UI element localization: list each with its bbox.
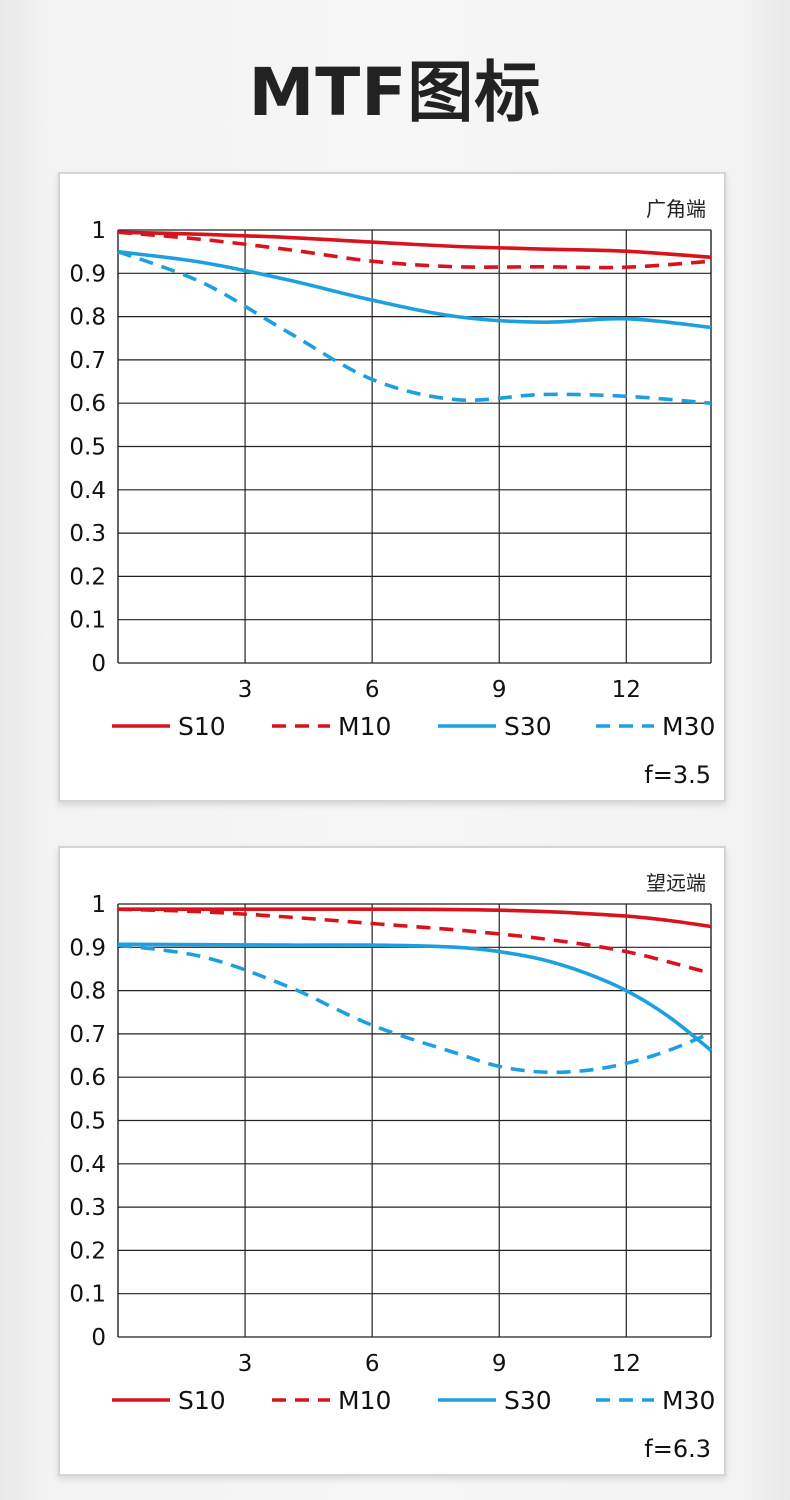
legend-label: M10: [338, 1386, 391, 1415]
y-tick-label: 0.6: [69, 1065, 106, 1091]
y-tick-label: 0.5: [69, 1109, 106, 1135]
y-tick-label: 0.9: [69, 261, 106, 287]
x-tick-label: 9: [492, 677, 507, 703]
x-tick-label: 3: [238, 1351, 253, 1377]
series-line-s10: [118, 907, 712, 929]
mtf-chart-card-tele: 望远端 0 0.1 0.2 0.3 0.4 0.5 0.6 0.7 0.8 0.9 1 3 6 9 12 S10…: [58, 846, 726, 1476]
y-tick-label: 0.2: [69, 564, 106, 590]
x-tick-label: 12: [612, 1351, 641, 1377]
y-tick-label: 0.1: [69, 608, 106, 634]
y-tick-label: 1: [91, 218, 106, 244]
legend-label: M10: [338, 712, 391, 741]
y-tick-label: 0.8: [69, 979, 106, 1005]
corner-label: 望远端: [646, 871, 706, 895]
y-tick-label: 0.3: [69, 521, 106, 547]
legend-label: S10: [178, 712, 226, 741]
y-tick-label: 0: [91, 651, 106, 677]
series-line-s30: [117, 249, 712, 330]
x-tick-label: 9: [492, 1351, 507, 1377]
legend-label: S30: [504, 1386, 552, 1415]
y-tick-label: 0.7: [69, 1022, 106, 1048]
legend-label: S10: [178, 1386, 226, 1415]
y-tick-label: 0.4: [69, 1152, 106, 1178]
y-tick-label: 0.5: [69, 435, 106, 461]
series-line-m10: [117, 907, 712, 976]
x-tick-label: 6: [365, 1351, 380, 1377]
x-tick-label: 12: [612, 677, 641, 703]
series-line-m30: [117, 250, 712, 405]
aperture-label: f=6.3: [644, 1435, 711, 1463]
y-tick-label: 0.8: [69, 305, 106, 331]
y-tick-label: 0.6: [69, 391, 106, 417]
series-line-s10: [117, 230, 712, 260]
y-tick-label: 1: [91, 892, 106, 918]
y-tick-label: 0.7: [69, 348, 106, 374]
y-tick-label: 0: [91, 1325, 106, 1351]
page-title: MTF图标: [248, 54, 542, 131]
series-line-m30: [117, 943, 712, 1075]
y-tick-label: 0.3: [69, 1195, 106, 1221]
x-tick-label: 3: [238, 677, 253, 703]
y-tick-label: 0.1: [69, 1282, 106, 1308]
aperture-label: f=3.5: [644, 761, 711, 789]
mtf-chart-wide: 广角端 0 0.1 0.2 0.3 0.4 0.5 0.6 0.7 0.8 0.9 1 3 6 9 12 S10…: [69, 197, 715, 789]
series-line-s30: [117, 942, 713, 1052]
corner-label: 广角端: [646, 197, 706, 221]
mtf-chart-tele: 望远端 0 0.1 0.2 0.3 0.4 0.5 0.6 0.7 0.8 0.9 1 3 6 9 12 S10…: [69, 871, 715, 1463]
y-tick-label: 0.4: [69, 478, 106, 504]
legend-label: S30: [504, 712, 552, 741]
x-tick-label: 6: [365, 677, 380, 703]
y-tick-label: 0.9: [69, 935, 106, 961]
y-tick-label: 0.2: [69, 1238, 106, 1264]
series-line-m10: [117, 230, 712, 270]
legend-label: M30: [662, 1386, 715, 1415]
mtf-chart-card-wide: 广角端 0 0.1 0.2 0.3 0.4 0.5 0.6 0.7 0.8 0.9 1 3 6 9 12 S10…: [58, 172, 726, 802]
legend-label: M30: [662, 712, 715, 741]
